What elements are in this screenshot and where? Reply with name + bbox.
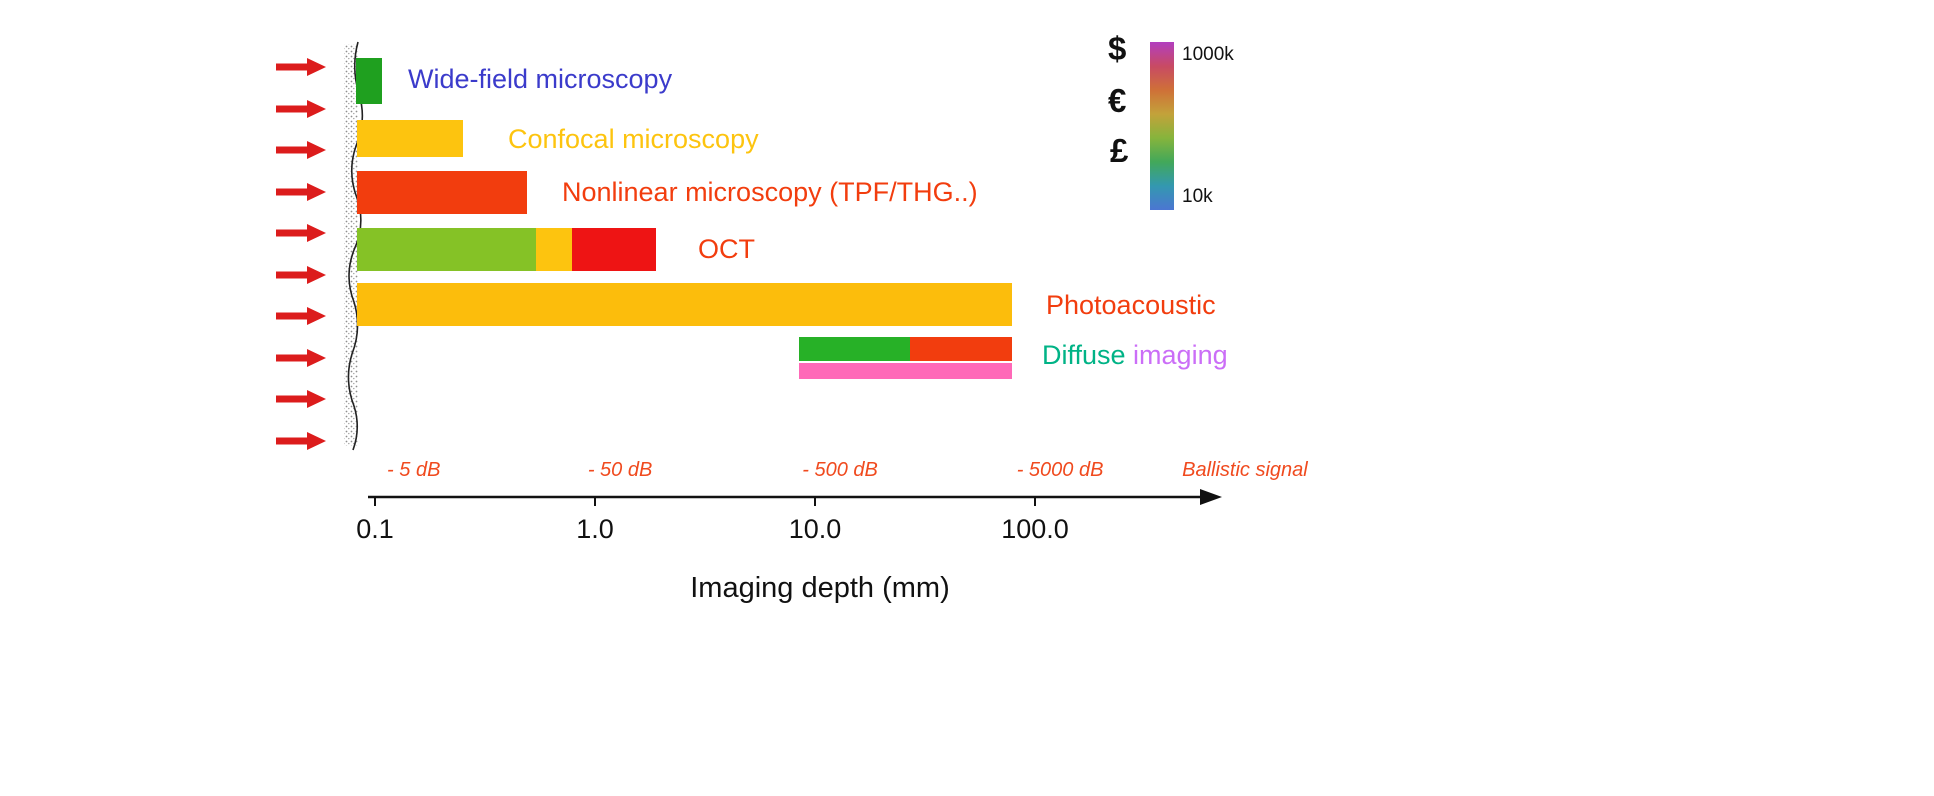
- axis-tick-label: 0.1: [356, 514, 394, 544]
- axis-tick: [1034, 497, 1036, 506]
- axis-tick-label: 1.0: [576, 514, 614, 544]
- dollar-symbol: $: [1108, 30, 1127, 67]
- bar-diffuse-imaging: [909, 337, 1013, 361]
- attenuation-label: Ballistic signal: [1182, 459, 1308, 481]
- label-text: Wide-field microscopy: [408, 64, 673, 94]
- label-text: Photoacoustic: [1046, 290, 1216, 320]
- incident-light-arrow: [276, 58, 326, 76]
- cost-legend-min-label: 10k: [1182, 186, 1213, 207]
- incident-light-arrow: [276, 99, 326, 118]
- cost-legend-max-label: 1000k: [1182, 44, 1234, 65]
- axis-tick-label: 100.0: [1001, 514, 1069, 544]
- axis-arrowhead-icon: [1200, 489, 1222, 505]
- label-wide-field-microscopy: Wide-field microscopy: [408, 64, 672, 95]
- axis-tick: [814, 497, 816, 506]
- label-photoacoustic: Photoacoustic: [1046, 290, 1216, 321]
- axis-tick-label: 10.0: [788, 514, 842, 544]
- incident-light-arrow: [276, 431, 326, 450]
- bar-wide-field-microscopy: [356, 58, 383, 104]
- attenuation-label: - 500 dB: [802, 459, 878, 481]
- depth-axis: [368, 489, 1222, 505]
- x-axis-title: Imaging depth (mm): [690, 572, 950, 604]
- incident-light-arrow: [276, 182, 326, 201]
- label-oct: OCT: [698, 234, 755, 265]
- incident-light-arrow: [276, 141, 326, 159]
- bar-oct: [572, 228, 657, 271]
- label-confocal-microscopy: Confocal microscopy: [508, 124, 759, 155]
- label-text: Diffuse: [1042, 340, 1134, 370]
- label-nonlinear-microscopy-tpf-thg: Nonlinear microscopy (TPF/THG..): [562, 177, 978, 208]
- bar-confocal-microscopy: [357, 120, 463, 157]
- incident-light-arrow: [276, 390, 326, 408]
- cost-colorbar: [1150, 42, 1174, 210]
- incident-light-arrow: [276, 348, 326, 367]
- incident-light-arrow: [276, 224, 326, 242]
- pound-symbol: £: [1110, 132, 1129, 169]
- label-text: Nonlinear microscopy (TPF/THG..): [562, 177, 978, 207]
- bar-diffuse-imaging: [799, 363, 1013, 379]
- bar-nonlinear-microscopy-tpf-thg: [357, 171, 527, 214]
- axis-tick: [374, 497, 376, 506]
- tissue-boundary-path: [347, 41, 364, 451]
- bar-photoacoustic: [357, 283, 1013, 326]
- tissue-surface-line: [344, 41, 364, 451]
- incident-light-arrow: [276, 265, 326, 284]
- axis-tick: [594, 497, 596, 506]
- label-text: Confocal microscopy: [508, 124, 759, 154]
- bar-oct: [357, 228, 537, 271]
- euro-symbol: €: [1108, 82, 1127, 119]
- attenuation-label: - 5 dB: [387, 459, 441, 481]
- label-text: OCT: [698, 234, 755, 264]
- bar-oct: [536, 228, 573, 271]
- label-diffuse-imaging: Diffuse imaging: [1042, 340, 1228, 371]
- bar-diffuse-imaging: [799, 337, 910, 361]
- incident-light-arrow: [276, 307, 326, 325]
- label-text: imaging: [1133, 340, 1228, 370]
- attenuation-label: - 50 dB: [587, 459, 653, 481]
- attenuation-label: - 5000 dB: [1016, 459, 1104, 481]
